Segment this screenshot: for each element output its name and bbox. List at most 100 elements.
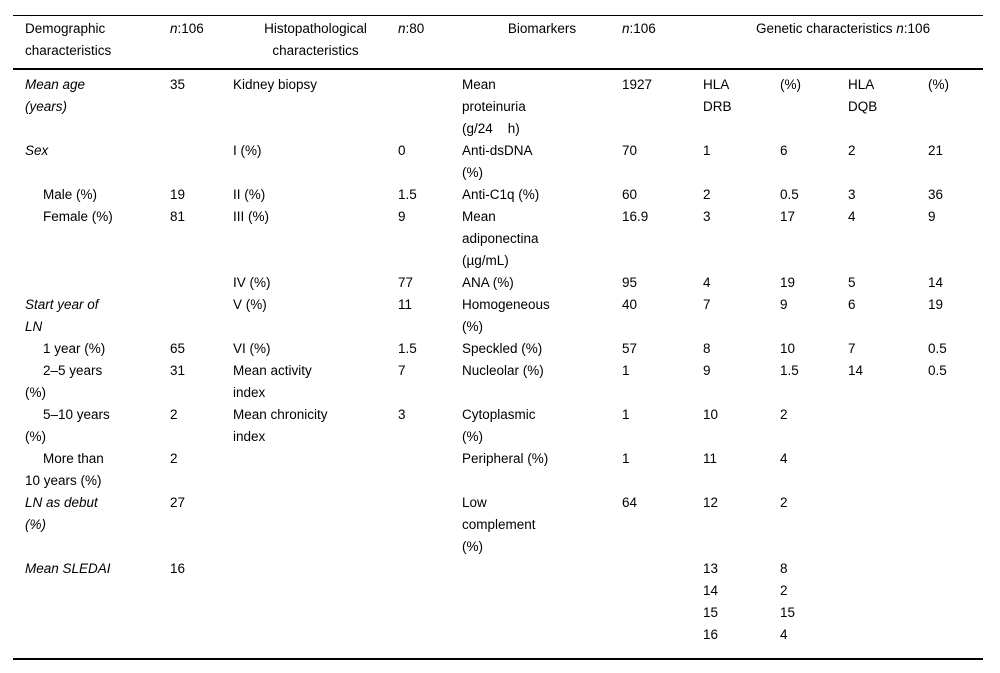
cell-value: 15 bbox=[780, 605, 796, 620]
cell-value: 2 bbox=[703, 187, 711, 202]
cell-value bbox=[848, 602, 928, 624]
n-symbol: n bbox=[170, 21, 178, 36]
cell-value: 13 bbox=[703, 561, 719, 576]
cell-value: 2 bbox=[848, 143, 856, 158]
genetic-label: Genetic characteristics bbox=[755, 21, 897, 36]
table-row: Mean age (years) 35 Kidney biopsy Mean prot… bbox=[13, 69, 983, 140]
col-header-n-demographic: n:106 bbox=[170, 15, 233, 70]
cell-value: 2 bbox=[780, 407, 788, 422]
cell-value: 2 bbox=[170, 407, 178, 422]
cell-value: 1 bbox=[622, 363, 630, 378]
cell-value: 11 bbox=[703, 451, 718, 466]
cell-value bbox=[622, 602, 703, 624]
row-label: More than 10 years (%) bbox=[25, 451, 104, 488]
cell-value: 6 bbox=[848, 297, 856, 312]
cell-value: Anti-dsDNA (%) bbox=[462, 143, 533, 180]
table-row: 15 15 bbox=[13, 602, 983, 624]
row-label: Mean SLEDAI bbox=[25, 561, 111, 576]
cell-value bbox=[462, 624, 622, 659]
cell-value bbox=[848, 404, 928, 448]
cell-value: 0.5 bbox=[928, 363, 947, 378]
cell-value: 9 bbox=[928, 209, 936, 224]
cell-value: 70 bbox=[622, 143, 638, 158]
cell-value: 14 bbox=[848, 363, 864, 378]
cell-value bbox=[170, 624, 233, 659]
table-row: Male (%) 19 II (%) 1.5 Anti-C1q (%) 60 2 0.5 3 36 bbox=[13, 184, 983, 206]
cell-value: 1 bbox=[622, 407, 630, 422]
cell-value: 6 bbox=[780, 143, 788, 158]
cell-value: 7 bbox=[398, 363, 406, 378]
cell-value bbox=[170, 580, 233, 602]
cell-value bbox=[233, 602, 398, 624]
cell-value: HLA DQB bbox=[848, 77, 878, 114]
table-row: Female (%) 81 III (%) 9 Mean adiponectina (µ… bbox=[13, 206, 983, 272]
cell-value: 35 bbox=[170, 77, 186, 92]
n-symbol: n bbox=[622, 21, 630, 36]
row-label: 5–10 years (%) bbox=[25, 407, 110, 444]
cell-value: 9 bbox=[780, 297, 788, 312]
cell-value bbox=[233, 580, 398, 602]
cell-value: Peripheral (%) bbox=[462, 451, 549, 466]
cell-value: 14 bbox=[928, 275, 944, 290]
cell-value: Low complement (%) bbox=[462, 495, 536, 554]
cell-value bbox=[462, 602, 622, 624]
cell-value bbox=[398, 69, 462, 140]
cell-value: Nucleolar (%) bbox=[462, 363, 544, 378]
cell-value bbox=[928, 624, 983, 659]
cell-value: 10 bbox=[703, 407, 719, 422]
cell-value: 19 bbox=[780, 275, 796, 290]
cell-value: ANA (%) bbox=[462, 275, 514, 290]
row-label bbox=[13, 272, 170, 294]
cell-value: 16.9 bbox=[622, 209, 649, 224]
cell-value: 31 bbox=[170, 363, 186, 378]
cell-value: 7 bbox=[848, 341, 856, 356]
col-header-demographic: Demographic characteristics bbox=[13, 15, 170, 70]
cell-value: 16 bbox=[703, 627, 719, 642]
cell-value bbox=[398, 492, 462, 558]
cell-value bbox=[398, 558, 462, 580]
cell-value: Anti-C1q (%) bbox=[462, 187, 540, 202]
row-label: Male (%) bbox=[43, 187, 98, 202]
row-label: 1 year (%) bbox=[43, 341, 106, 356]
cell-value: 0 bbox=[398, 143, 406, 158]
cell-value bbox=[170, 602, 233, 624]
row-label bbox=[13, 602, 170, 624]
cell-value: VI (%) bbox=[233, 341, 271, 356]
cell-value bbox=[398, 602, 462, 624]
cell-value bbox=[928, 580, 983, 602]
table-row: IV (%) 77 ANA (%) 95 4 19 5 14 bbox=[13, 272, 983, 294]
cell-value: 9 bbox=[398, 209, 406, 224]
cell-value: 16 bbox=[170, 561, 186, 576]
cell-value: 4 bbox=[703, 275, 711, 290]
cell-value: 3 bbox=[398, 407, 406, 422]
cell-value: IV (%) bbox=[233, 275, 271, 290]
header-row: Demographic characteristics n:106 Histop… bbox=[13, 15, 984, 70]
col-header-biomarkers: Biomarkers bbox=[462, 15, 622, 70]
cell-value: 1927 bbox=[622, 77, 653, 92]
cell-value: 1.5 bbox=[398, 341, 417, 356]
cell-value: Mean adiponectina (µg/mL) bbox=[462, 209, 539, 268]
cell-value: 7 bbox=[703, 297, 711, 312]
col-header-n-histopathological: n:80 bbox=[398, 15, 462, 70]
cell-value: 57 bbox=[622, 341, 638, 356]
table-row: 14 2 bbox=[13, 580, 983, 602]
cell-value: 14 bbox=[703, 583, 719, 598]
cell-value: V (%) bbox=[233, 297, 267, 312]
cell-value bbox=[848, 448, 928, 492]
cell-value: 4 bbox=[780, 627, 788, 642]
cell-value bbox=[398, 580, 462, 602]
table-row: 5–10 years (%) 2 Mean chronicity index 3 Cyt… bbox=[13, 404, 983, 448]
cell-value bbox=[928, 492, 983, 558]
cell-value: 15 bbox=[703, 605, 719, 620]
row-label: Start year of LN bbox=[25, 297, 99, 334]
cell-value: 4 bbox=[848, 209, 856, 224]
cell-value bbox=[233, 448, 398, 492]
cell-value bbox=[233, 492, 398, 558]
table-row: 16 4 bbox=[13, 624, 983, 659]
row-label: LN as debut (%) bbox=[25, 495, 98, 532]
cell-value: (%) bbox=[780, 77, 801, 92]
cell-value: 2 bbox=[780, 583, 788, 598]
cell-value: 81 bbox=[170, 209, 186, 224]
cell-value: 2 bbox=[170, 451, 178, 466]
n-count: :106 bbox=[629, 21, 656, 36]
